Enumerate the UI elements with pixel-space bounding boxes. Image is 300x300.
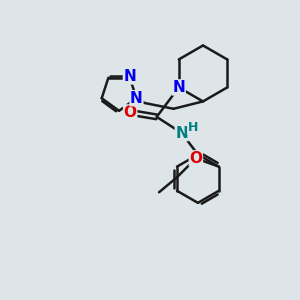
Text: N: N <box>130 91 143 106</box>
Text: N: N <box>172 80 185 95</box>
Text: N: N <box>123 69 136 84</box>
Text: O: O <box>189 151 203 166</box>
Text: N: N <box>175 126 188 141</box>
Text: O: O <box>124 105 137 120</box>
Text: H: H <box>188 121 198 134</box>
